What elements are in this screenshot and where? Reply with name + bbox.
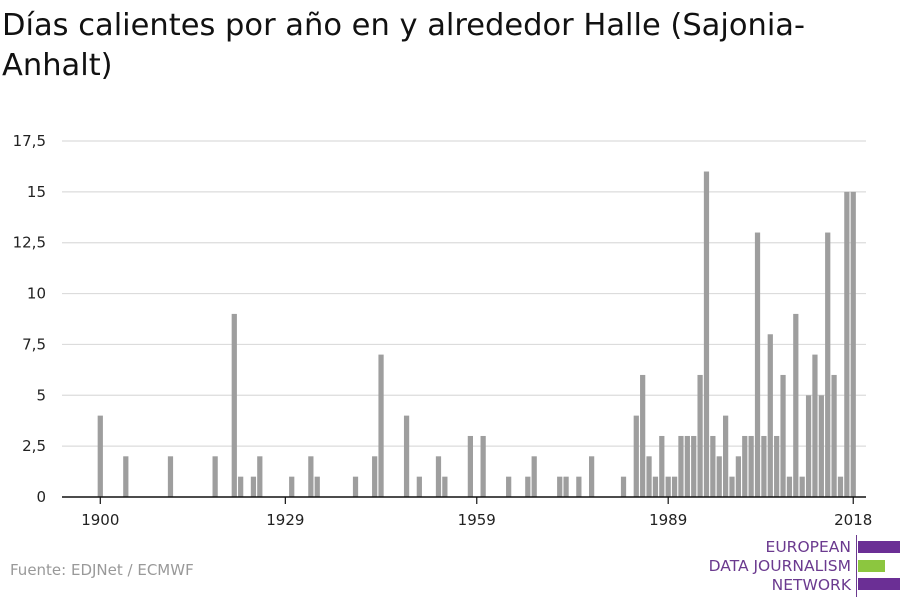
y-tick-label: 12,5 — [13, 234, 46, 252]
bar-1958 — [467, 435, 473, 497]
bar-2007 — [780, 374, 786, 497]
bar-1975 — [576, 476, 582, 497]
bar-1930 — [289, 476, 295, 497]
bar-1986 — [646, 456, 652, 497]
bar-2014 — [825, 232, 831, 498]
bar-1984 — [633, 415, 639, 497]
bar-1940 — [352, 476, 359, 497]
bar-1911 — [167, 456, 174, 497]
bar-1933 — [308, 456, 314, 497]
bar-1925 — [257, 456, 263, 497]
bar-1993 — [691, 435, 697, 497]
bar-2006 — [774, 435, 780, 497]
bar-2005 — [767, 334, 773, 497]
bar-1968 — [531, 456, 537, 497]
bar-1985 — [640, 374, 646, 497]
bar-1977 — [589, 456, 595, 497]
x-tick-label: 1929 — [266, 511, 304, 529]
bar-1953 — [435, 456, 442, 497]
bar-1973 — [563, 476, 569, 497]
bar-1990 — [671, 476, 678, 497]
x-tick-label: 1959 — [458, 511, 496, 529]
x-tick-label: 2018 — [834, 511, 872, 529]
logo-line-network: NETWORK — [771, 576, 851, 594]
x-tick-label: 1900 — [81, 511, 119, 529]
bar-2000 — [735, 456, 741, 497]
bar-1943 — [372, 456, 378, 497]
bar-1989 — [665, 476, 671, 497]
bar-2002 — [748, 435, 754, 497]
bar-1972 — [557, 476, 563, 497]
x-tick-label: 1989 — [649, 511, 687, 529]
bar-2004 — [761, 435, 767, 497]
bar-1921 — [231, 313, 237, 497]
y-tick-label: 10 — [27, 285, 46, 303]
logo-bar-green — [858, 560, 885, 572]
bar-1982 — [620, 476, 627, 497]
bar-1924 — [250, 476, 257, 497]
bar-1994 — [697, 374, 703, 497]
y-tick-label: 15 — [27, 183, 46, 201]
bar-chart: 0 2,5 5 7,5 10 12,5 15 17,5 1900 1929 1959 1989 201… — [13, 132, 873, 529]
bar-1996 — [710, 435, 716, 497]
chart-title: Días calientes por año en y alrededor Ha… — [2, 8, 806, 83]
bar-2017 — [844, 191, 850, 497]
y-tick-label: 0 — [36, 488, 46, 506]
bar-1988 — [659, 435, 665, 497]
y-tick-label: 17,5 — [13, 132, 46, 150]
y-tick-label: 5 — [36, 386, 46, 404]
y-axis-tick-labels: 0 2,5 5 7,5 10 12,5 15 17,5 — [13, 132, 46, 506]
bar-1918 — [212, 456, 218, 497]
logo-line-european: EUROPEAN — [765, 538, 851, 556]
bar-1948 — [403, 415, 410, 497]
bar-1997 — [716, 456, 722, 497]
bar-2012 — [812, 354, 818, 497]
bar-2001 — [742, 435, 748, 497]
bar-2009 — [793, 313, 799, 497]
bar-1904 — [123, 456, 129, 497]
gridlines — [62, 140, 866, 447]
bar-1900 — [97, 415, 103, 497]
logo-line-data-journalism: DATA JOURNALISM — [708, 557, 851, 575]
bar-1950 — [416, 476, 422, 497]
bar-1991 — [678, 435, 684, 497]
bar-1995 — [703, 171, 710, 497]
bar-1987 — [652, 476, 659, 497]
bar-2008 — [786, 476, 793, 497]
bar-1934 — [314, 476, 320, 497]
bar-2015 — [831, 374, 837, 497]
x-axis-ticks: 1900 1929 1959 1989 2018 — [81, 497, 872, 529]
bar-1944 — [378, 354, 384, 497]
edjnet-logo: EUROPEAN DATA JOURNALISM NETWORK — [690, 535, 900, 597]
bar-2010 — [799, 476, 805, 497]
bar-1992 — [684, 435, 690, 497]
bar-1954 — [442, 476, 448, 497]
bars — [97, 171, 856, 498]
source-note: Fuente: EDJNet / ECMWF — [10, 561, 194, 579]
bar-2013 — [818, 395, 824, 497]
logo-divider — [856, 535, 857, 597]
logo-bar-purple-bottom — [858, 578, 900, 590]
bar-1922 — [238, 476, 244, 497]
bar-1999 — [729, 476, 735, 497]
bar-2003 — [754, 232, 761, 498]
y-tick-label: 2,5 — [22, 437, 46, 455]
bar-1998 — [723, 415, 729, 497]
y-tick-label: 7,5 — [22, 335, 46, 353]
bar-1960 — [480, 435, 486, 497]
bar-1964 — [506, 476, 512, 497]
bar-2011 — [805, 395, 812, 497]
bar-2016 — [837, 476, 844, 497]
bar-1967 — [525, 476, 531, 497]
bar-2018 — [850, 191, 856, 497]
logo-bar-purple-top — [858, 541, 900, 553]
